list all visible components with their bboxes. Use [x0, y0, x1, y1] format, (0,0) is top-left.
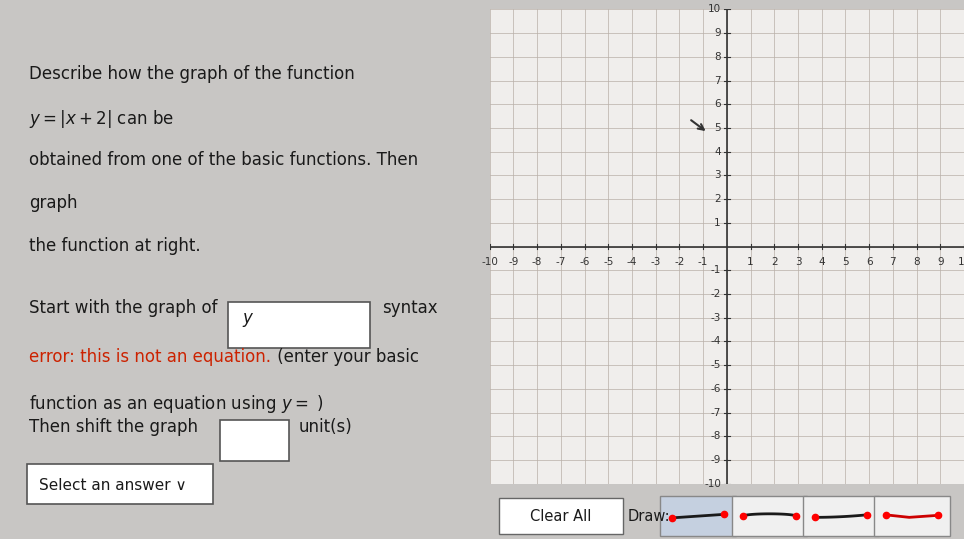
Text: -8: -8	[532, 257, 543, 267]
Text: $y$: $y$	[242, 312, 254, 329]
Text: the function at right.: the function at right.	[29, 237, 201, 255]
Text: Start with the graph of: Start with the graph of	[29, 299, 218, 317]
FancyBboxPatch shape	[499, 498, 623, 534]
Text: graph: graph	[29, 194, 78, 212]
Text: -4: -4	[627, 257, 637, 267]
Text: error: this is not an equation.: error: this is not an equation.	[29, 348, 272, 365]
Text: 3: 3	[714, 170, 721, 181]
Text: 10: 10	[708, 4, 721, 15]
Text: (enter your basic: (enter your basic	[272, 348, 418, 365]
Text: -9: -9	[508, 257, 519, 267]
Text: -1: -1	[698, 257, 709, 267]
Text: -7: -7	[555, 257, 566, 267]
Text: 8: 8	[714, 52, 721, 62]
Text: -3: -3	[651, 257, 661, 267]
Text: -7: -7	[710, 407, 721, 418]
Text: 10: 10	[957, 257, 964, 267]
FancyBboxPatch shape	[874, 496, 950, 536]
Text: $y = |x + 2|$ can be: $y = |x + 2|$ can be	[29, 108, 174, 130]
Text: 3: 3	[794, 257, 801, 267]
Text: syntax: syntax	[382, 299, 438, 317]
Text: 1: 1	[747, 257, 754, 267]
Text: -9: -9	[710, 455, 721, 465]
Text: -4: -4	[710, 336, 721, 347]
Text: 7: 7	[714, 75, 721, 86]
FancyBboxPatch shape	[732, 496, 808, 536]
Text: -8: -8	[710, 431, 721, 441]
FancyBboxPatch shape	[228, 302, 370, 348]
Text: Draw:: Draw:	[628, 509, 670, 523]
Text: -2: -2	[710, 289, 721, 299]
FancyBboxPatch shape	[660, 496, 736, 536]
Text: -1: -1	[710, 265, 721, 275]
Text: 6: 6	[714, 99, 721, 109]
Text: 4: 4	[714, 147, 721, 157]
Text: Clear All: Clear All	[530, 509, 592, 523]
Text: -2: -2	[674, 257, 684, 267]
Text: 5: 5	[714, 123, 721, 133]
Text: 6: 6	[866, 257, 872, 267]
Text: 2: 2	[714, 194, 721, 204]
FancyBboxPatch shape	[803, 496, 878, 536]
Text: -6: -6	[710, 384, 721, 394]
Text: -5: -5	[710, 360, 721, 370]
Text: 9: 9	[937, 257, 944, 267]
Text: -6: -6	[579, 257, 590, 267]
Text: -3: -3	[710, 313, 721, 323]
Text: 7: 7	[890, 257, 897, 267]
Text: unit(s): unit(s)	[299, 418, 353, 436]
Text: obtained from one of the basic functions. Then: obtained from one of the basic functions…	[29, 151, 418, 169]
Text: 4: 4	[818, 257, 825, 267]
Text: 5: 5	[843, 257, 848, 267]
Text: Then shift the graph: Then shift the graph	[29, 418, 199, 436]
Text: Select an answer ∨: Select an answer ∨	[40, 478, 187, 493]
Text: function as an equation using $y =$ ): function as an equation using $y =$ )	[29, 393, 324, 416]
Text: 2: 2	[771, 257, 778, 267]
Text: 9: 9	[714, 28, 721, 38]
Text: 1: 1	[714, 218, 721, 228]
Text: -10: -10	[481, 257, 498, 267]
Text: Describe how the graph of the function: Describe how the graph of the function	[29, 65, 355, 82]
FancyBboxPatch shape	[27, 464, 213, 504]
FancyBboxPatch shape	[221, 420, 289, 461]
Text: -5: -5	[603, 257, 613, 267]
Text: -10: -10	[704, 479, 721, 489]
Text: 8: 8	[913, 257, 920, 267]
